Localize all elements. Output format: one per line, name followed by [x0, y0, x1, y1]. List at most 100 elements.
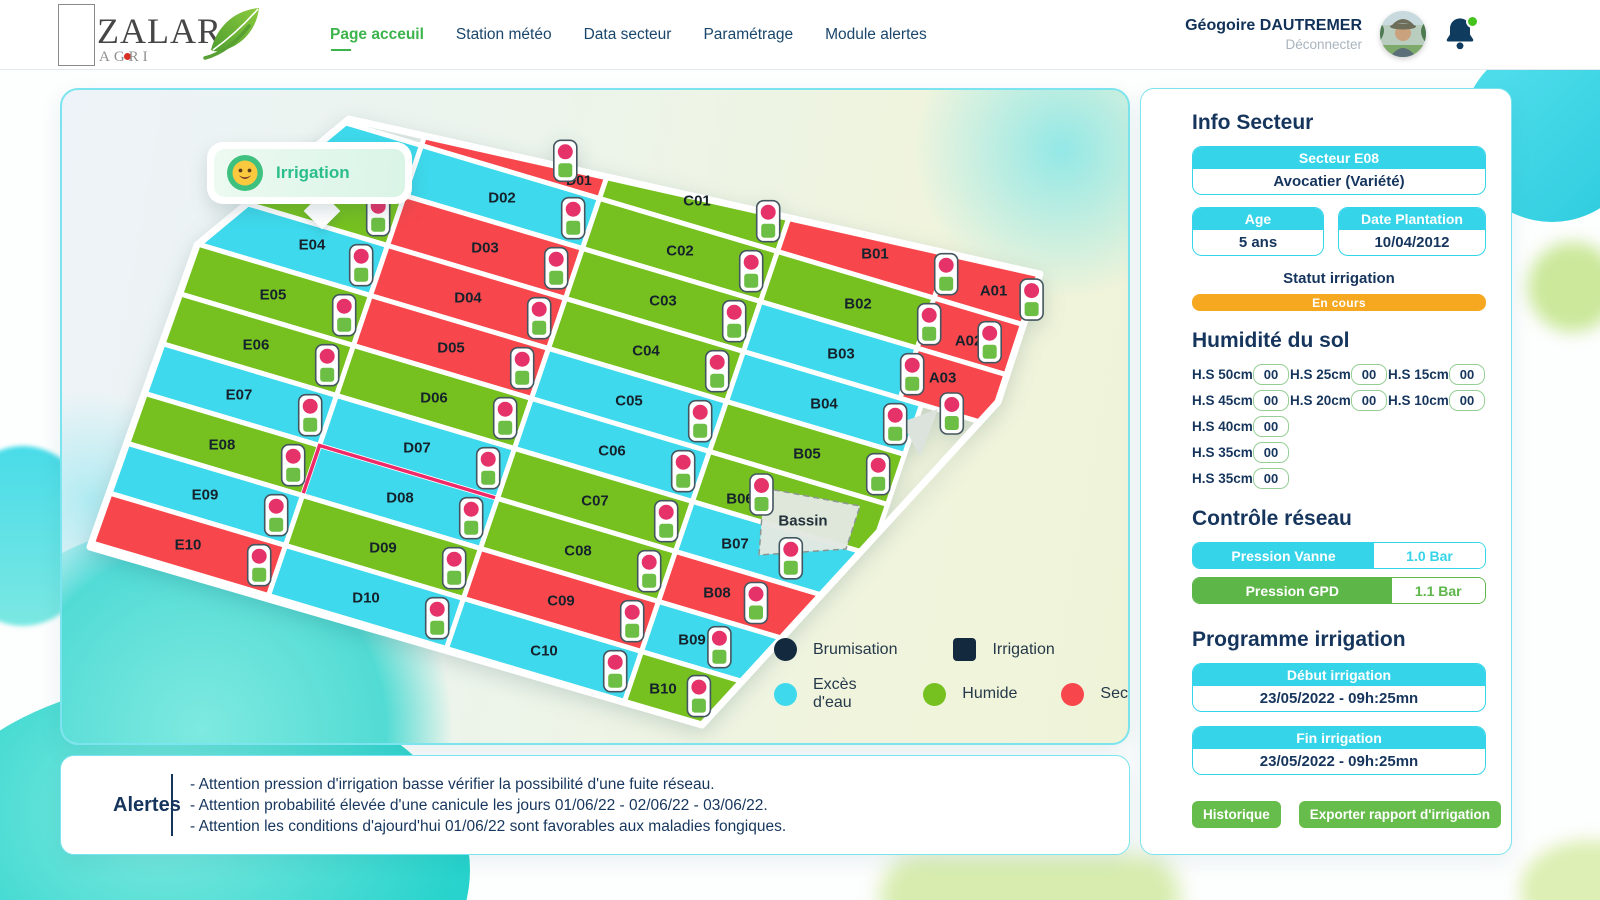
- nav-item-3[interactable]: Paramétrage: [703, 26, 794, 43]
- logout-link[interactable]: Déconnecter: [1285, 36, 1362, 52]
- field-label-B06: B06: [726, 490, 754, 507]
- humidity-label: H.S 50cm: [1192, 367, 1253, 382]
- nav-item-2[interactable]: Data secteur: [583, 26, 672, 43]
- field-label-C06: C06: [598, 442, 626, 459]
- irrigation-light-D08: [458, 496, 484, 540]
- alerts-card: Alertes - Attention pression d'irrigatio…: [60, 755, 1130, 855]
- pressure-label: Pression Vanne: [1193, 543, 1375, 568]
- irrigation-light-B07: [778, 536, 804, 580]
- irrigation-light-E07: [297, 393, 323, 437]
- legend-item: Excès d'eau: [774, 676, 879, 712]
- brand-name: ZALAR: [97, 11, 222, 51]
- field-label-E08: E08: [209, 436, 236, 453]
- humidity-value[interactable]: 00: [1253, 390, 1289, 411]
- field-label-B04: B04: [810, 395, 838, 412]
- irrigation-light-C06: [670, 449, 696, 493]
- network-title: Contrôle réseau: [1192, 507, 1352, 530]
- nav-item-0[interactable]: Page acceuil: [330, 26, 424, 51]
- notification-bell[interactable]: [1444, 15, 1479, 53]
- humidity-value[interactable]: 00: [1253, 416, 1289, 437]
- humidity-label: H.S 20cm: [1290, 393, 1351, 408]
- irrigation-light-B02: [916, 302, 942, 346]
- field-label-C07: C07: [581, 492, 609, 509]
- field-label-D08: D08: [386, 489, 414, 506]
- legend-item: Sec: [1061, 682, 1128, 706]
- humidity-value[interactable]: 00: [1351, 390, 1387, 411]
- navbar: ZALAR AGRI Page acceuil Station météo Data…: [0, 0, 1600, 70]
- legend-row-1: Brumisation Irrigation: [774, 638, 1128, 661]
- decor-blob: [1520, 840, 1600, 900]
- humidity-item: H.S 35cm 00: [1192, 468, 1291, 489]
- humidity-label: H.S 40cm: [1192, 419, 1253, 434]
- field-label-B09: B09: [678, 631, 706, 648]
- export-report-button[interactable]: Exporter rapport d'irrigation: [1298, 801, 1501, 828]
- legend-item: Brumisation: [774, 638, 897, 661]
- logo-dot: [124, 53, 131, 60]
- humidity-value[interactable]: 00: [1449, 390, 1485, 411]
- irrigation-light-B01: [933, 252, 959, 296]
- irrigation-light-B08: [743, 581, 769, 625]
- nav-item-1[interactable]: Station météo: [455, 26, 552, 43]
- brand-logo[interactable]: ZALAR AGRI: [58, 2, 268, 68]
- pressure-bars: Pression Vanne 1.0 Bar Pression GPD 1.1 Bar: [1192, 542, 1486, 604]
- alert-line: - Attention les conditions d'ajourd'hui …: [190, 817, 787, 835]
- pressure-bar: Pression Vanne 1.0 Bar: [1192, 542, 1486, 569]
- humidity-item: H.S 20cm 00: [1290, 390, 1388, 411]
- start-irrigation-header: Début irrigation: [1193, 664, 1485, 686]
- field-label-D05: D05: [437, 339, 465, 356]
- end-irrigation-value: 23/05/2022 - 09h:25mn: [1259, 753, 1419, 770]
- irrigation-light-A01: [1019, 278, 1044, 321]
- plantation-header: Date Plantation: [1339, 208, 1485, 230]
- humidity-label: H.S 25cm: [1290, 367, 1351, 382]
- field-label-B01: B01: [861, 245, 889, 262]
- irrigation-light-E08: [280, 443, 306, 487]
- nav-item-4[interactable]: Module alertes: [825, 26, 927, 43]
- field-label-B07: B07: [721, 535, 749, 552]
- irrigation-light-B03: [899, 352, 925, 396]
- irrigation-light-A02: [977, 320, 1003, 364]
- field-label-C03: C03: [649, 292, 677, 309]
- avatar[interactable]: [1380, 11, 1426, 57]
- plantation-value: 10/04/2012: [1374, 234, 1450, 251]
- statut-irrigation-badge: En cours: [1192, 294, 1486, 311]
- irrigation-light-D09: [441, 546, 467, 590]
- legend-label: Irrigation: [992, 640, 1055, 658]
- historique-button[interactable]: Historique: [1192, 801, 1281, 828]
- humidity-value[interactable]: 00: [1351, 364, 1387, 385]
- statut-irrigation-label: Statut irrigation: [1283, 270, 1395, 287]
- field-label-D06: D06: [420, 389, 448, 406]
- legend-swatch: [923, 682, 947, 706]
- irrigation-light-E06: [314, 343, 340, 387]
- sector-card: Secteur E08 Avocatier (Variété): [1192, 146, 1486, 195]
- humidity-label: H.S 10cm: [1388, 393, 1449, 408]
- field-label-C01: C01: [683, 192, 711, 209]
- alert-line: - Attention probabilité élevée d'une can…: [190, 796, 768, 814]
- field-label-A02: A02: [955, 332, 983, 349]
- legend-label: Sec: [1100, 685, 1128, 702]
- irrigation-light-D04: [526, 296, 552, 340]
- field-label-C04: C04: [632, 342, 660, 359]
- irrigation-tooltip: Irrigation: [207, 142, 412, 230]
- alerts-title: Alertes: [113, 793, 181, 816]
- humidity-value[interactable]: 00: [1253, 364, 1289, 385]
- brand-sub: AGRI: [99, 49, 152, 65]
- field-label-D04: D04: [454, 289, 482, 306]
- humidity-title: Humidité du sol: [1192, 329, 1350, 352]
- irrigation-light-E05: [331, 293, 357, 337]
- humidity-value[interactable]: 00: [1253, 442, 1289, 463]
- humidity-value[interactable]: 00: [1449, 364, 1485, 385]
- field-label-E10: E10: [175, 536, 202, 553]
- humidity-value[interactable]: 00: [1253, 468, 1289, 489]
- field-label-E05: E05: [260, 286, 287, 303]
- humidity-label: H.S 35cm: [1192, 445, 1253, 460]
- humidity-item: H.S 45cm 00: [1192, 390, 1290, 411]
- humidity-item: H.S 25cm 00: [1290, 364, 1388, 385]
- humidity-item: H.S 15cm 00: [1388, 364, 1486, 385]
- irrigation-light-D06: [492, 396, 518, 440]
- irrigation-light-C10: [602, 649, 628, 693]
- humidity-label: H.S 35cm: [1192, 471, 1253, 486]
- info-secteur-title: Info Secteur: [1192, 111, 1314, 134]
- start-irrigation-card: Début irrigation 23/05/2022 - 09h:25mn: [1192, 663, 1486, 712]
- legend-item: Humide: [923, 682, 1017, 706]
- irrigation-light-C01: [755, 199, 781, 243]
